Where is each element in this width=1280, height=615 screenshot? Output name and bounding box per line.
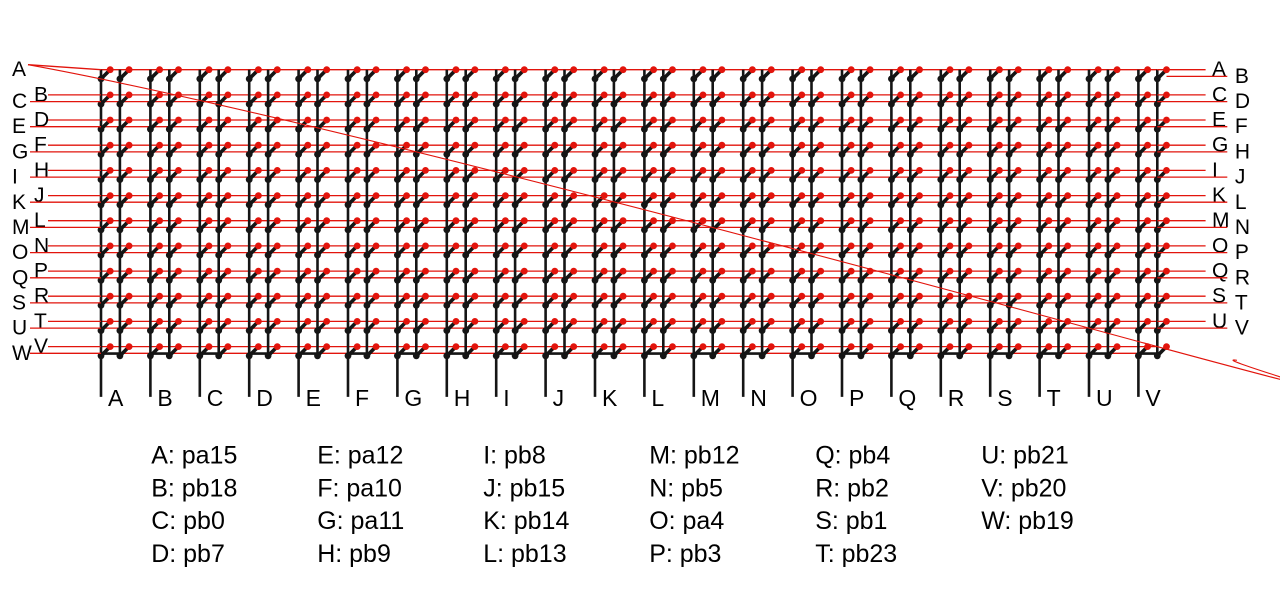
svg-text:O: O (12, 241, 28, 264)
svg-text:K: K (12, 191, 26, 214)
svg-text:C: C (207, 385, 224, 411)
svg-text:L: L (34, 209, 46, 232)
svg-text:H: H (1235, 140, 1250, 163)
svg-text:I: I (503, 385, 509, 411)
svg-text:F: F (355, 385, 369, 411)
svg-text:A: A (108, 385, 124, 411)
svg-text:J: pb15: J: pb15 (483, 474, 565, 502)
svg-text:L: L (651, 385, 664, 411)
svg-text:P: P (34, 260, 48, 283)
svg-text:R: R (34, 285, 49, 308)
svg-text:G: G (404, 385, 422, 411)
svg-text:G: G (12, 140, 28, 163)
svg-text:K: K (1212, 184, 1226, 207)
svg-text:E: pa12: E: pa12 (317, 442, 403, 470)
svg-text:M: pb12: M: pb12 (649, 442, 739, 470)
svg-text:U: U (1096, 385, 1113, 411)
svg-text:R: R (948, 385, 965, 411)
svg-text:G: pa11: G: pa11 (317, 507, 404, 535)
svg-text:F: F (34, 134, 47, 157)
svg-text:B: B (157, 385, 172, 411)
svg-text:D: pb7: D: pb7 (151, 540, 225, 568)
svg-text:A: A (12, 58, 26, 81)
svg-text:A: pa15: A: pa15 (151, 442, 237, 470)
svg-text:S: S (12, 291, 26, 314)
svg-text:C: C (12, 90, 27, 113)
svg-text:G: G (1212, 134, 1228, 157)
svg-text:P: P (1235, 241, 1249, 264)
svg-text:C: C (1212, 83, 1227, 106)
svg-text:M: M (701, 385, 720, 411)
svg-text:R: pb2: R: pb2 (815, 474, 889, 502)
svg-text:C: pb0: C: pb0 (151, 507, 225, 535)
svg-text:F: pa10: F: pa10 (317, 474, 402, 502)
svg-text:N: N (750, 385, 767, 411)
svg-text:B: B (34, 83, 48, 106)
svg-text:H: H (34, 159, 49, 182)
svg-text:T: pb23: T: pb23 (815, 540, 897, 568)
svg-text:W: W (12, 342, 32, 365)
svg-text:D: D (34, 109, 49, 132)
svg-text:V: V (34, 335, 48, 358)
svg-text:P: pb3: P: pb3 (649, 540, 721, 568)
svg-text:T: T (1235, 291, 1248, 314)
svg-text:O: O (1212, 234, 1228, 257)
svg-text:A: A (1212, 58, 1226, 81)
svg-text:E: E (1212, 109, 1226, 132)
svg-text:U: pb21: U: pb21 (981, 442, 1069, 470)
svg-text:K: pb14: K: pb14 (483, 507, 569, 535)
svg-text:F: F (1235, 115, 1248, 138)
svg-text:Q: Q (898, 385, 916, 411)
svg-text:M: M (1212, 209, 1230, 232)
svg-text:B: pb18: B: pb18 (151, 474, 237, 502)
svg-text:L: L (1235, 191, 1247, 214)
svg-text:D: D (1235, 90, 1250, 113)
svg-text:J: J (553, 385, 565, 411)
svg-text:V: pb20: V: pb20 (981, 474, 1066, 502)
svg-text:E: E (306, 385, 321, 411)
svg-text:H: H (454, 385, 471, 411)
svg-text:D: D (256, 385, 273, 411)
svg-text:I: I (1212, 159, 1218, 182)
svg-text:M: M (12, 216, 30, 239)
svg-text:T: T (1047, 385, 1061, 411)
svg-text:S: S (997, 385, 1012, 411)
svg-text:L: pb13: L: pb13 (483, 540, 566, 568)
svg-text:Q: Q (1212, 260, 1228, 283)
svg-text:J: J (1235, 166, 1246, 189)
svg-text:T: T (34, 310, 47, 333)
svg-text:U: U (12, 317, 27, 340)
svg-text:O: O (800, 385, 818, 411)
svg-text:J: J (34, 184, 45, 207)
svg-text:N: N (34, 234, 49, 257)
svg-text:S: pb1: S: pb1 (815, 507, 887, 535)
svg-text:N: N (1235, 216, 1250, 239)
svg-text:I: I (12, 166, 18, 189)
svg-text:V: V (1145, 385, 1161, 411)
svg-text:U: U (1212, 310, 1227, 333)
svg-text:K: K (602, 385, 618, 411)
svg-text:E: E (12, 115, 26, 138)
svg-text:Q: pb4: Q: pb4 (815, 442, 890, 470)
svg-text:Q: Q (12, 266, 28, 289)
svg-text:V: V (1235, 317, 1249, 340)
svg-text:S: S (1212, 285, 1226, 308)
svg-text:R: R (1235, 266, 1250, 289)
svg-text:P: P (849, 385, 864, 411)
svg-text:H: pb9: H: pb9 (317, 540, 391, 568)
svg-text:I: pb8: I: pb8 (483, 442, 546, 470)
svg-text:O: pa4: O: pa4 (649, 507, 724, 535)
svg-text:B: B (1235, 65, 1249, 88)
svg-text:N: pb5: N: pb5 (649, 474, 723, 502)
svg-text:W: pb19: W: pb19 (981, 507, 1074, 535)
